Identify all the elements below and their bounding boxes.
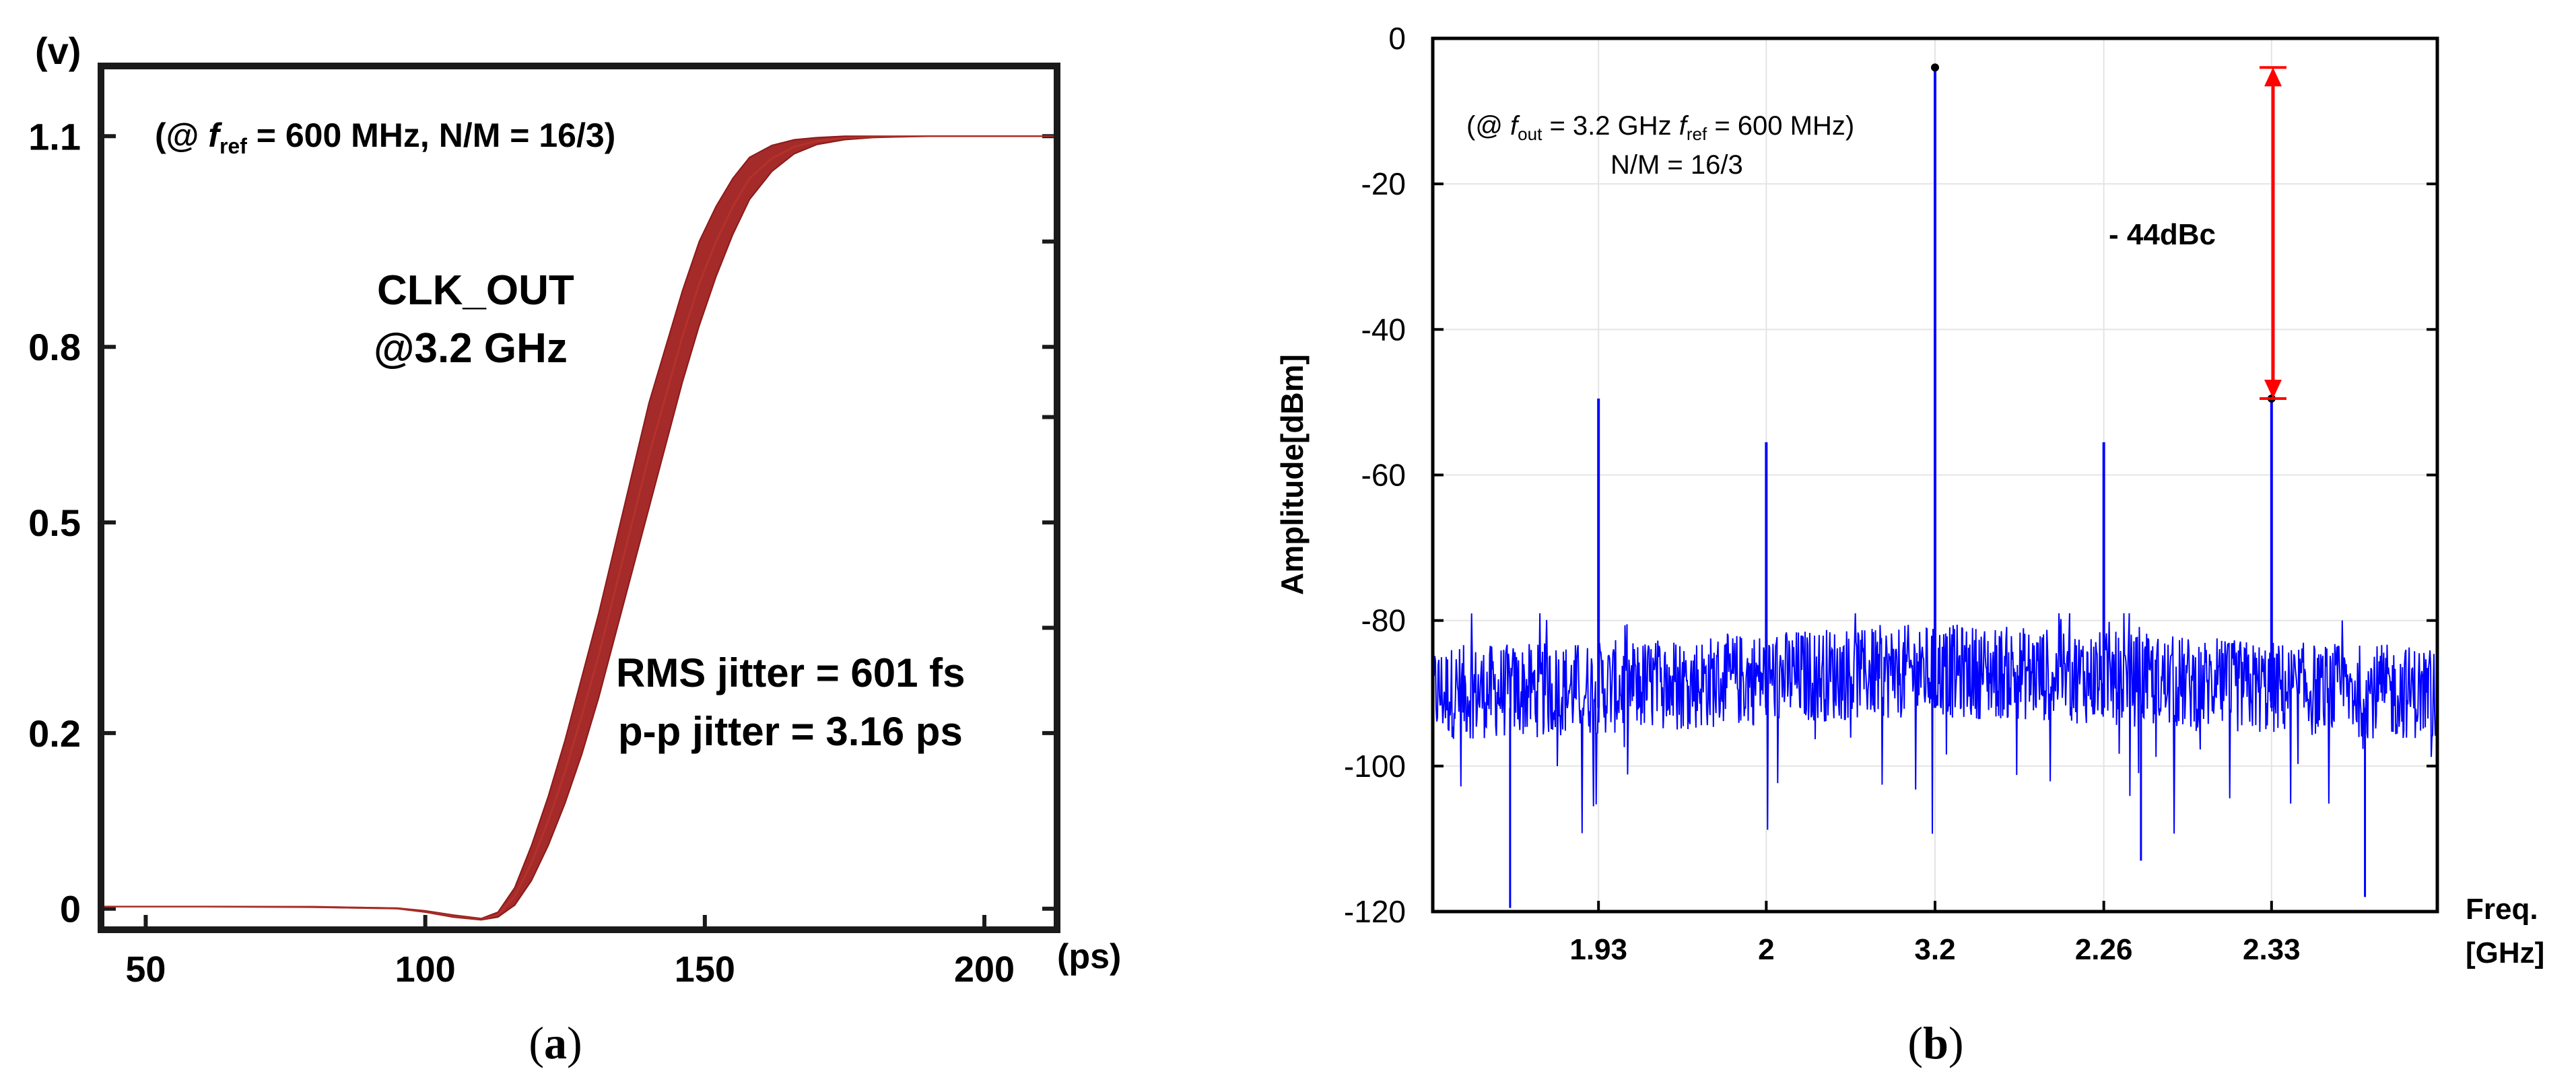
chart-b-dbc-label: - 44dBc (2109, 218, 2216, 251)
chart-b-note-end: = 600 MHz) (1707, 111, 1854, 141)
chart-b-marker-arrow-up (2264, 67, 2282, 87)
chart-a-caption: (a) (529, 1017, 582, 1068)
chart-b-ytick-label-2: -40 (1361, 312, 1406, 347)
chart-b-xtick-label-2: 3.2 (1914, 933, 1955, 966)
chart-b-note-line2: N/M = 16/3 (1611, 150, 1743, 180)
chart-a-caption-open: ( (529, 1017, 544, 1068)
chart-b-y-ticks: 0 -20 -40 -60 -80 -100 -120 (1344, 21, 2437, 929)
chart-b-ytick-label-5: -100 (1344, 749, 1406, 784)
chart-b-ytick-label-3: -60 (1361, 458, 1406, 493)
chart-b-x-ticks: 1.93 2 3.2 2.26 2.33 (1569, 901, 2301, 966)
chart-a-xtick-label-3: 200 (954, 949, 1015, 990)
chart-a-xtick-label-0: 50 (125, 949, 166, 990)
chart-b-ytick-label-0: 0 (1388, 21, 1406, 56)
chart-b-ytick-label-6: -120 (1344, 894, 1406, 929)
chart-b-note-mid: = 3.2 GHz (1542, 111, 1679, 141)
chart-a-waveform-band (101, 135, 1057, 921)
chart-a-ylabel: (v) (35, 30, 81, 72)
chart-a-condition-note: (@ fref = 600 MHz, N/M = 16/3) (155, 116, 615, 158)
chart-a-frame (98, 63, 1060, 933)
chart-a-caption-close: ) (567, 1017, 582, 1068)
chart-a-signal-freq: @3.2 GHz (374, 325, 568, 372)
chart-b-xtick-label-0: 1.93 (1569, 933, 1627, 966)
chart-a-y-ticks: 0 0.2 0.5 0.8 1.1 (28, 115, 1057, 930)
chart-a-caption-letter: a (544, 1017, 567, 1068)
chart-a-note-suffix: = 600 MHz, N/M = 16/3) (247, 116, 615, 154)
chart-a-ytick-label-4: 1.1 (28, 115, 81, 158)
chart-b-dbc-marker (2260, 66, 2286, 401)
chart-a-x-ticks: 50 100 150 200 (125, 915, 1015, 990)
chart-b-marker-arrow-down (2264, 380, 2282, 399)
chart-a: (v) (ps) 0 0.2 0.5 0.8 1.1 50 100 150 200 (@ fr… (28, 30, 1121, 1068)
chart-a-xtick-label-2: 150 (675, 949, 735, 990)
chart-a-ytick-label-1: 0.2 (28, 712, 81, 755)
chart-a-xlabel: (ps) (1057, 937, 1121, 976)
chart-a-note-sub: ref (219, 134, 247, 158)
chart-b-xtick-label-1: 2 (1758, 933, 1774, 966)
chart-a-ytick-label-3: 0.8 (28, 326, 81, 368)
chart-b-caption-letter: b (1923, 1017, 1948, 1068)
chart-a-ytick-label-0: 0 (60, 888, 81, 930)
chart-a-xtick-label-1: 100 (395, 949, 456, 990)
chart-b-ytick-label-4: -80 (1361, 603, 1406, 638)
chart-b-ylabel: Amplitude[dBm] (1275, 354, 1310, 595)
chart-b-note-sub1: out (1518, 124, 1543, 144)
chart-b-xtick-label-3: 2.26 (2075, 933, 2133, 966)
chart-a-waveform-highlight (101, 135, 1057, 920)
chart-a-signal-name: CLK_OUT (377, 267, 574, 314)
chart-b-xlabel-line1: Freq. (2466, 893, 2538, 926)
chart-b-note-sub2: ref (1687, 124, 1707, 144)
chart-b-condition-note: (@ fout = 3.2 GHz fref = 600 MHz) (1466, 111, 1854, 144)
chart-a-note-f: f (208, 116, 222, 154)
chart-b-xlabel-line2: [GHz] (2466, 936, 2544, 969)
chart-b-caption-open: ( (1907, 1017, 1923, 1068)
chart-b-caption: (b) (1907, 1017, 1963, 1068)
chart-b: 0 -20 -40 -60 -80 -100 -120 1.93 2 3.2 2.26 2.33 -… (1275, 21, 2544, 1068)
chart-a-rms-jitter: RMS jitter = 601 fs (616, 650, 965, 695)
chart-b-caption-close: ) (1948, 1017, 1964, 1068)
chart-a-note-prefix: (@ (155, 116, 208, 154)
chart-b-xtick-label-4: 2.33 (2243, 933, 2301, 966)
chart-b-note-open: (@ (1466, 111, 1510, 141)
chart-b-carrier-dot (1931, 63, 1939, 72)
chart-a-ytick-label-2: 0.5 (28, 502, 81, 544)
chart-b-spurs (1509, 63, 2367, 908)
chart-a-pp-jitter: p-p jitter = 3.16 ps (618, 709, 963, 754)
chart-b-ytick-label-1: -20 (1361, 166, 1406, 201)
